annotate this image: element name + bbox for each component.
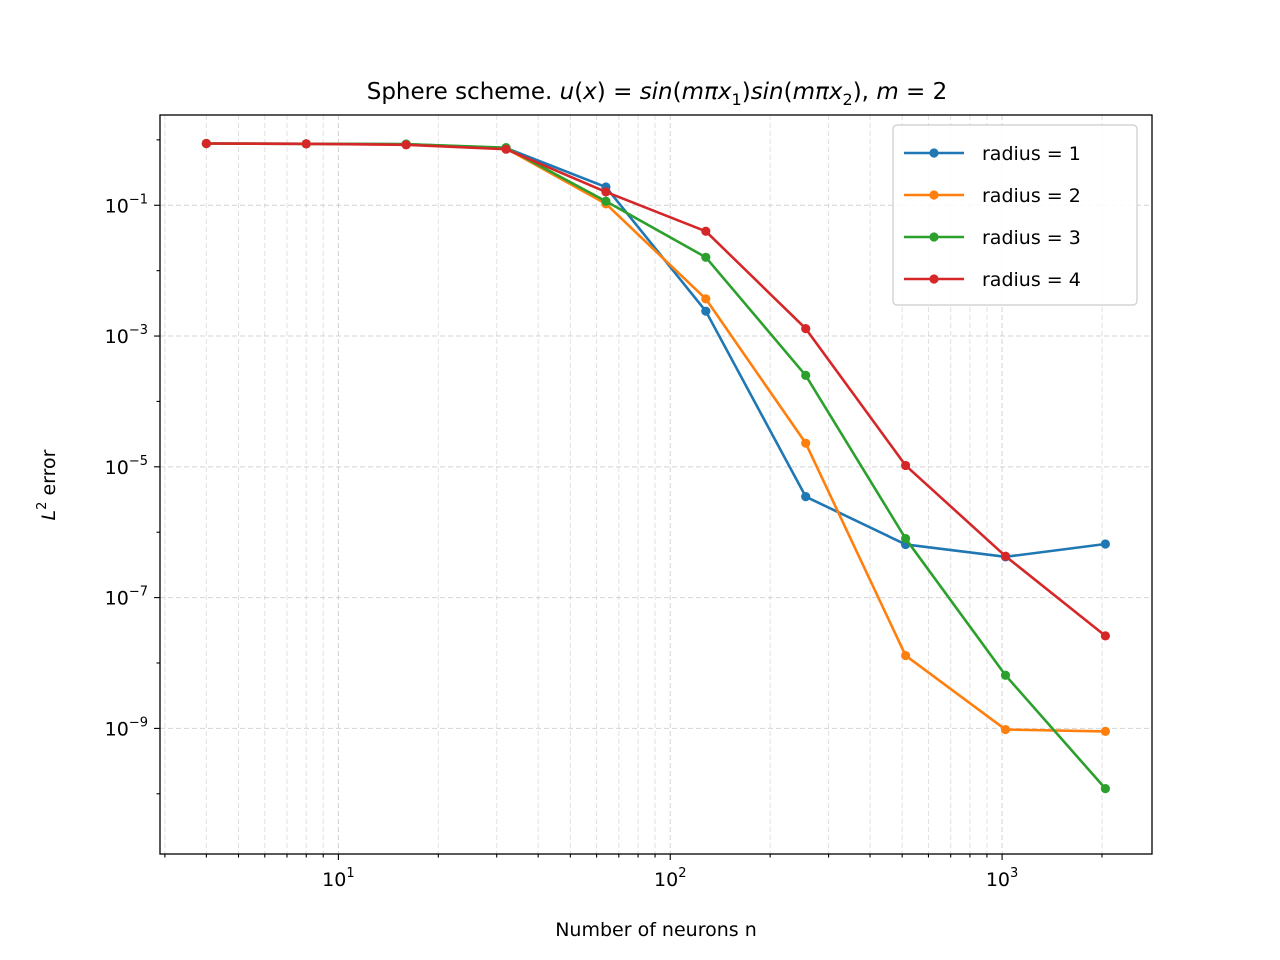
legend-item: radius = 1 <box>904 143 1081 165</box>
legend: radius = 1 radius = 2 radius = 3 radius = 4 <box>892 124 1138 306</box>
data-point <box>1100 726 1110 736</box>
data-point <box>801 492 811 502</box>
legend-marker <box>929 232 939 242</box>
data-point <box>801 323 811 334</box>
data-point <box>601 196 611 206</box>
data-point <box>301 139 311 149</box>
data-point <box>1000 670 1011 680</box>
data-point <box>601 187 611 197</box>
data-point <box>501 144 511 154</box>
x-tick-label: 103 <box>986 866 1018 891</box>
data-point <box>901 650 911 661</box>
series-line <box>206 142 1107 637</box>
data-point <box>1000 724 1011 735</box>
y-tick-label: 10−1 <box>105 192 148 217</box>
data-series <box>201 138 1110 794</box>
data-point <box>901 533 911 544</box>
y-tick-label: 10−7 <box>105 585 148 610</box>
data-point <box>901 460 911 471</box>
legend-item: radius = 3 <box>904 227 1081 249</box>
data-point <box>701 294 711 304</box>
chart-title: Sphere scheme. u(x) = sin(mπx1)sin(mπx2)… <box>367 79 948 109</box>
legend-marker <box>929 190 939 200</box>
data-point <box>201 138 211 149</box>
data-point <box>701 306 711 316</box>
y-tick-label: 10−3 <box>105 323 148 348</box>
legend-label: radius = 1 <box>982 143 1081 165</box>
axis-ticks: 101 102 103 10−1 10−3 10−5 10−7 10−9 <box>105 139 1103 891</box>
legend-marker <box>929 148 939 158</box>
legend-item: radius = 2 <box>904 185 1081 207</box>
data-point <box>1100 784 1110 794</box>
data-point <box>801 370 811 381</box>
legend-label: radius = 2 <box>982 185 1081 207</box>
x-tick-label: 101 <box>322 866 354 891</box>
data-point <box>401 140 411 150</box>
data-point <box>1100 631 1110 641</box>
legend-label: radius = 4 <box>982 269 1081 291</box>
legend-box <box>892 124 1138 306</box>
y-axis-label: L2 error <box>35 449 60 520</box>
x-tick-label: 102 <box>654 866 686 891</box>
y-tick-label: 10−9 <box>105 715 148 740</box>
data-point <box>801 438 811 448</box>
data-point <box>1100 539 1110 549</box>
plot-frame <box>159 114 1153 855</box>
data-point <box>1000 551 1011 561</box>
legend-label: radius = 3 <box>982 227 1081 249</box>
series-4 <box>201 138 1110 641</box>
y-tick-label: 10−5 <box>105 454 148 479</box>
legend-item: radius = 4 <box>904 269 1081 291</box>
legend-marker <box>929 274 939 284</box>
x-axis-label: Number of neurons n <box>555 919 757 941</box>
data-point <box>701 226 711 236</box>
data-point <box>701 252 711 262</box>
